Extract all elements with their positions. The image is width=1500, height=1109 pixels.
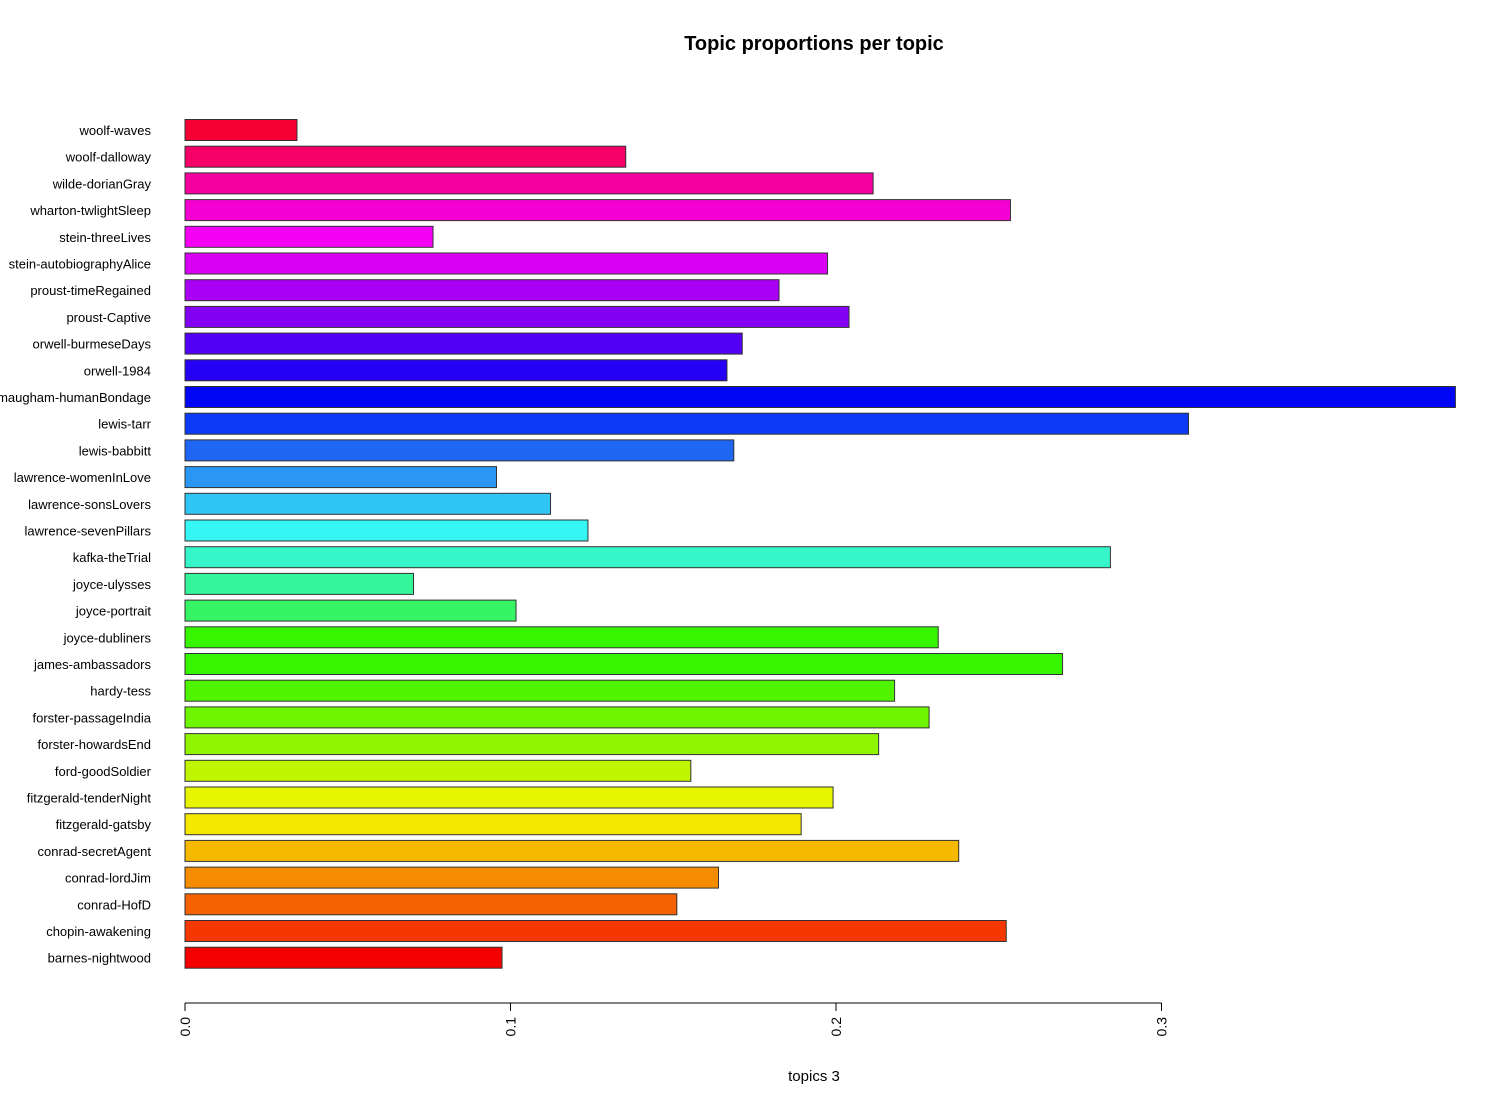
category-label: lewis-babbitt bbox=[79, 443, 152, 458]
x-tick-label: 0.3 bbox=[1154, 1017, 1170, 1037]
category-label: wharton-twlightSleep bbox=[29, 203, 151, 218]
chart-title: Topic proportions per topic bbox=[684, 33, 944, 55]
bar-orwell-1984 bbox=[184, 359, 728, 382]
bar-hardy-tess bbox=[184, 679, 896, 702]
bar-joyce-portrait bbox=[184, 599, 517, 622]
bar-barnes-nightwood bbox=[184, 946, 503, 969]
bar-maugham-humanBondage bbox=[184, 386, 1456, 408]
bar-lewis-babbitt bbox=[184, 439, 735, 462]
bar-joyce-ulysses bbox=[184, 572, 415, 595]
category-label: stein-autobiographyAlice bbox=[9, 257, 151, 272]
category-label: lawrence-sonsLovers bbox=[28, 497, 151, 512]
bar-woolf-dalloway bbox=[184, 145, 627, 168]
bar-stein-threeLives bbox=[184, 225, 434, 248]
category-label: fitzgerald-gatsby bbox=[56, 817, 152, 832]
bar-lawrence-womenInLove bbox=[184, 466, 498, 489]
bar-conrad-secretAgent bbox=[184, 839, 960, 862]
category-label: kafka-theTrial bbox=[73, 550, 151, 565]
bar-orwell-burmeseDays bbox=[184, 332, 743, 355]
category-label: chopin-awakening bbox=[46, 924, 151, 939]
bar-chopin-awakening bbox=[184, 920, 1007, 942]
bar-conrad-lordJim bbox=[184, 866, 719, 889]
bar-ford-goodSoldier bbox=[184, 759, 692, 782]
category-label: conrad-HofD bbox=[77, 897, 151, 912]
x-tick-label: 0.0 bbox=[177, 1017, 193, 1037]
x-axis: 0.0 0.1 0.2 0.3 bbox=[177, 1002, 1170, 1037]
x-tick-label: 0.1 bbox=[503, 1017, 519, 1037]
bar-wilde-dorianGray bbox=[184, 172, 874, 195]
category-label: orwell-1984 bbox=[84, 363, 151, 378]
category-label: lawrence-womenInLove bbox=[14, 470, 151, 485]
category-label: barnes-nightwood bbox=[48, 951, 151, 966]
category-label: joyce-ulysses bbox=[72, 577, 152, 592]
category-label: ford-goodSoldier bbox=[55, 764, 152, 779]
category-label: conrad-secretAgent bbox=[38, 844, 152, 859]
category-label: woolf-dalloway bbox=[65, 150, 152, 165]
category-label: conrad-lordJim bbox=[65, 871, 151, 886]
x-axis-title: topics 3 bbox=[788, 1068, 840, 1085]
bar-lawrence-sevenPillars bbox=[184, 519, 589, 542]
bar-proust-Captive bbox=[184, 305, 850, 328]
bar-stein-autobiographyAlice bbox=[184, 252, 829, 275]
category-label: proust-Captive bbox=[66, 310, 151, 325]
bar-woolf-waves bbox=[184, 119, 298, 141]
bar-lewis-tarr bbox=[184, 412, 1190, 435]
bar-proust-timeRegained bbox=[184, 279, 780, 302]
category-label: hardy-tess bbox=[90, 684, 151, 699]
bar-fitzgerald-gatsby bbox=[184, 813, 802, 836]
x-tick-label: 0.2 bbox=[828, 1017, 844, 1037]
bar-joyce-dubliners bbox=[184, 626, 939, 649]
category-label: woolf-waves bbox=[78, 123, 151, 138]
category-label: stein-threeLives bbox=[59, 230, 151, 245]
category-label: forster-passageIndia bbox=[32, 710, 151, 725]
category-label: forster-howardsEnd bbox=[38, 737, 151, 752]
category-label: lawrence-sevenPillars bbox=[25, 524, 152, 539]
bar-conrad-HofD bbox=[184, 893, 678, 916]
category-label: joyce-dubliners bbox=[63, 630, 152, 645]
bar-lawrence-sonsLovers bbox=[184, 492, 552, 515]
bar-fitzgerald-tenderNight bbox=[184, 786, 834, 809]
category-labels: woolf-waves woolf-dalloway wilde-dorianGra… bbox=[0, 123, 152, 966]
bar-james-ambassadors bbox=[184, 653, 1064, 675]
category-label: james-ambassadors bbox=[33, 657, 152, 672]
category-label: lewis-tarr bbox=[98, 417, 151, 432]
category-label: proust-timeRegained bbox=[30, 283, 151, 298]
bar-forster-howardsEnd bbox=[184, 733, 880, 756]
bar-kafka-theTrial bbox=[184, 546, 1111, 569]
bars-group bbox=[184, 119, 1456, 969]
bar-wharton-twlightSleep bbox=[184, 199, 1011, 222]
category-label: fitzgerald-tenderNight bbox=[27, 791, 152, 806]
category-label: wilde-dorianGray bbox=[52, 176, 152, 191]
category-label: joyce-portrait bbox=[75, 604, 152, 619]
category-label: maugham-humanBondage bbox=[0, 390, 151, 405]
bar-forster-passageIndia bbox=[184, 706, 930, 729]
category-label: orwell-burmeseDays bbox=[33, 337, 152, 352]
